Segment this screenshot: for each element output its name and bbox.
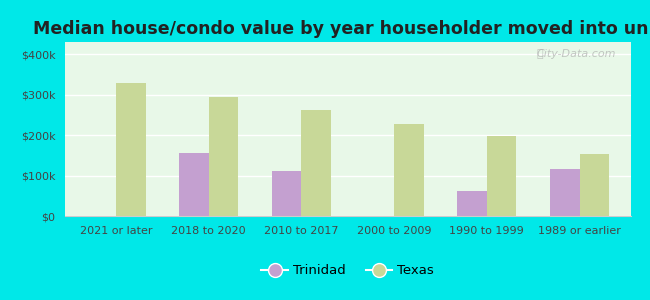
- Legend: Trinidad, Texas: Trinidad, Texas: [256, 259, 439, 283]
- Bar: [116, 83, 146, 216]
- Bar: [580, 154, 609, 216]
- Bar: [550, 169, 580, 216]
- Bar: [302, 110, 331, 216]
- Text: ⓘ: ⓘ: [536, 49, 543, 59]
- Bar: [179, 153, 209, 216]
- Bar: [394, 124, 424, 216]
- Bar: [272, 172, 302, 216]
- Bar: [487, 136, 517, 216]
- Title: Median house/condo value by year householder moved into unit: Median house/condo value by year househo…: [33, 20, 650, 38]
- Text: City-Data.com: City-Data.com: [537, 49, 616, 59]
- Bar: [457, 191, 487, 216]
- Bar: [209, 97, 239, 216]
